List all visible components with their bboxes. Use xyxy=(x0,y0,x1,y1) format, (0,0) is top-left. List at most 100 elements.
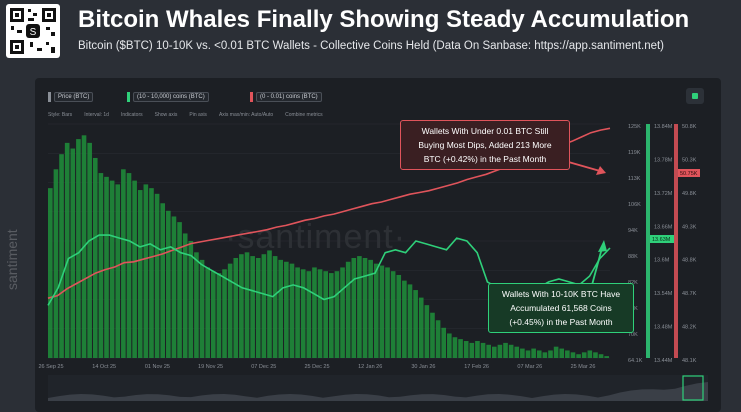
price-bar xyxy=(222,269,227,358)
whale-axis-tick: 13.66M xyxy=(654,224,673,230)
price-bar xyxy=(368,259,373,358)
price-bar xyxy=(548,350,553,358)
x-tick-label: 17 Feb 26 xyxy=(464,364,489,370)
price-bar xyxy=(289,263,295,358)
price-bar xyxy=(565,350,570,358)
toolbar-show-axis[interactable]: Show axis xyxy=(154,112,178,118)
price-bar xyxy=(306,271,312,358)
price-bar xyxy=(244,252,250,358)
page-subtitle: Bitcoin ($BTC) 10-10K vs. <0.01 BTC Wall… xyxy=(78,40,665,52)
header: S Bitcoin Whales Finally Showing Steady … xyxy=(0,0,741,66)
legend-whales-swatch xyxy=(127,92,130,102)
price-bar xyxy=(402,280,407,358)
price-bar xyxy=(194,252,199,358)
toolbar-style[interactable]: Style: Bars xyxy=(48,112,73,118)
price-bar xyxy=(357,256,362,358)
price-bar xyxy=(463,341,469,358)
price-bar xyxy=(188,241,194,358)
whale-axis-tick: 13.78M xyxy=(654,157,673,163)
expand-button[interactable] xyxy=(686,88,704,104)
price-bar xyxy=(166,210,171,358)
price-bar xyxy=(104,176,109,358)
price-bar xyxy=(604,356,609,358)
price-bar xyxy=(250,256,255,358)
legend-whales[interactable]: (10 - 10,000) coins (BTC) xyxy=(127,90,209,104)
toolbar-combine-metrics[interactable]: Combine metrics xyxy=(285,112,323,118)
price-bar xyxy=(503,342,508,358)
small-axis-tick: 48.2K xyxy=(682,325,697,331)
legend-small[interactable]: (0 - 0.01) coins (BTC) xyxy=(250,90,322,104)
toolbar-axis-maxmin[interactable]: Axis max/min: Auto/Auto xyxy=(218,112,274,118)
price-bar xyxy=(407,284,413,358)
green-arrow-line xyxy=(591,247,603,286)
price-bar xyxy=(491,346,497,358)
small-axis-band xyxy=(674,124,678,358)
price-bar xyxy=(570,352,576,358)
price-bar xyxy=(216,273,222,358)
price-bar xyxy=(480,342,486,358)
expand-icon xyxy=(692,93,698,99)
red-arrow-head xyxy=(596,166,606,175)
price-bar xyxy=(143,184,149,358)
price-bar xyxy=(520,348,525,358)
navigator-area xyxy=(48,382,708,401)
price-bar xyxy=(115,184,121,358)
x-tick-label: 25 Dec 25 xyxy=(304,364,329,370)
price-bar xyxy=(362,257,368,358)
svg-text:S: S xyxy=(30,27,37,38)
small-highlight-label: 50.75K xyxy=(680,171,698,177)
price-bar xyxy=(87,142,92,358)
small-axis-tick: 48.7K xyxy=(682,291,697,297)
price-bar xyxy=(160,203,166,358)
x-tick-label: 26 Sep 25 xyxy=(38,364,63,370)
price-bar xyxy=(334,271,340,358)
callout-whale-wallets: Wallets With 10-10K BTC Have Accumulated… xyxy=(488,283,634,333)
price-bar xyxy=(48,188,53,358)
price-bar xyxy=(542,352,548,358)
toolbar-indicators[interactable]: Indicators xyxy=(120,112,143,118)
price-bar xyxy=(59,154,64,358)
price-bar xyxy=(576,354,581,358)
x-tick-label: 14 Oct 25 xyxy=(92,364,116,370)
price-bar xyxy=(182,233,188,358)
whale-axis-band xyxy=(646,124,650,358)
legend-small-swatch xyxy=(250,92,253,102)
legend-small-label: (0 - 0.01) coins (BTC) xyxy=(256,92,322,102)
price-bar xyxy=(559,348,565,358)
price-bar xyxy=(278,259,284,358)
qr-code: S xyxy=(6,4,60,58)
whale-axis-tick: 13.48M xyxy=(654,325,673,331)
price-bar xyxy=(255,257,261,358)
small-highlight-box xyxy=(678,169,700,177)
price-bar xyxy=(531,348,536,358)
price-bar xyxy=(424,305,430,358)
price-bar xyxy=(312,267,317,358)
small-axis-tick: 50.3K xyxy=(682,157,697,163)
price-bar xyxy=(284,261,289,358)
price-bar xyxy=(132,180,137,358)
price-bar xyxy=(126,173,132,358)
price-bar xyxy=(581,352,587,358)
legend-price[interactable]: Price (BTC) xyxy=(48,90,94,104)
price-bar xyxy=(441,327,447,358)
price-bar xyxy=(154,193,160,358)
price-bar xyxy=(435,320,441,358)
qr-code-icon: S xyxy=(10,8,56,54)
price-bar xyxy=(267,250,272,358)
price-bar xyxy=(447,333,452,358)
price-axis-tick: 125K xyxy=(628,124,641,130)
price-axis-tick: 113K xyxy=(628,176,641,182)
toolbar-pin-axis[interactable]: Pin axis xyxy=(189,112,207,118)
callout-red-line-2: Buying Most Dips, Added 213 More xyxy=(418,140,552,150)
callout-red-line-1: Wallets With Under 0.01 BTC Still xyxy=(421,126,549,136)
price-axis-tick: 64.1K xyxy=(628,358,643,364)
small-axis-tick: 48.1K xyxy=(682,358,697,364)
navigator-window-handle xyxy=(682,375,704,401)
toolbar-interval[interactable]: Interval: 1d xyxy=(84,112,109,118)
price-bar xyxy=(53,169,59,358)
price-bar xyxy=(514,346,520,358)
price-bar xyxy=(452,337,458,358)
whale-axis-tick: 13.6M xyxy=(654,258,670,264)
price-axis-tick: 88K xyxy=(628,254,638,260)
price-bar xyxy=(497,344,503,358)
